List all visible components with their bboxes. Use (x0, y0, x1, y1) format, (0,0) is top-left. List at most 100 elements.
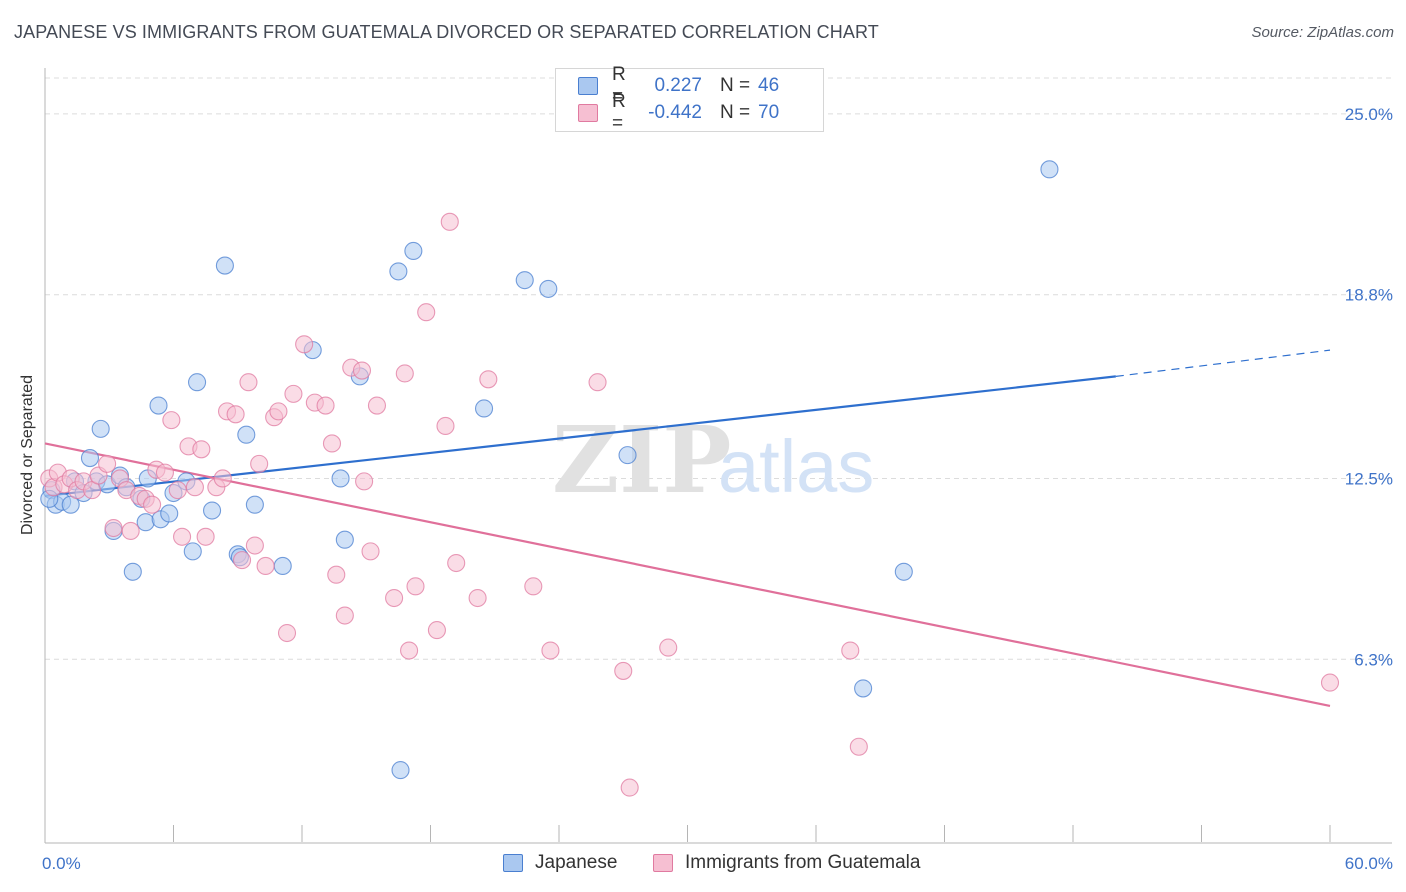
legend-swatch-japanese (578, 77, 598, 95)
point-japanese (245, 495, 264, 514)
point-guatemala (355, 472, 374, 491)
point-guatemala (427, 621, 446, 640)
point-guatemala (849, 737, 868, 756)
trend-extension-japanese (1115, 349, 1331, 377)
watermark-atlas: atlas (718, 425, 874, 508)
point-japanese (515, 271, 534, 290)
x-tick-label-max: 60.0% (1345, 854, 1393, 873)
legend-swatch-japanese (503, 854, 523, 872)
series-legend: Japanese Immigrants from Guatemala (0, 852, 1406, 876)
y-tick-label: 18.8% (1345, 286, 1393, 305)
point-japanese (474, 399, 494, 418)
watermark-zip: ZIP (552, 406, 731, 514)
point-guatemala (335, 606, 354, 625)
point-guatemala (1320, 673, 1340, 692)
point-guatemala (620, 778, 639, 797)
point-japanese (188, 373, 207, 392)
point-guatemala (614, 661, 633, 680)
point-guatemala (316, 396, 335, 415)
point-guatemala (400, 641, 419, 660)
point-japanese (404, 241, 423, 261)
point-guatemala (143, 495, 162, 514)
point-guatemala (352, 361, 372, 380)
point-guatemala (162, 411, 181, 430)
point-guatemala (395, 364, 414, 383)
legend-r-value: -0.442 (648, 102, 702, 123)
point-guatemala (232, 551, 252, 570)
point-guatemala (277, 623, 297, 643)
point-japanese (203, 501, 222, 520)
point-guatemala (239, 373, 258, 392)
point-japanese (389, 262, 408, 281)
point-guatemala (361, 542, 380, 561)
tick-labels: 6.3% 12.5% 18.8% 25.0% 0.0% 60.0% (42, 105, 1393, 873)
point-guatemala (192, 440, 211, 459)
point-guatemala (98, 454, 117, 473)
chart-title: JAPANESE VS IMMIGRANTS FROM GUATEMALA DI… (14, 22, 879, 42)
legend-row-japanese: R = 0.227 N = 46 (578, 64, 780, 107)
point-guatemala (185, 478, 204, 497)
point-japanese (854, 679, 873, 698)
point-japanese (335, 530, 354, 549)
legend-r-label: R = (612, 91, 626, 134)
point-japanese (91, 419, 110, 438)
point-guatemala (367, 396, 387, 415)
point-guatemala (168, 481, 187, 500)
point-japanese (149, 396, 168, 415)
point-guatemala (468, 588, 487, 608)
point-guatemala (322, 434, 342, 453)
legend-n-label: N = (720, 102, 751, 123)
y-tick-label: 25.0% (1345, 105, 1393, 124)
point-guatemala (327, 565, 346, 584)
point-guatemala (588, 373, 607, 392)
legend-n-value: 70 (758, 102, 780, 123)
point-guatemala (256, 556, 275, 575)
legend-r-label: R = (612, 64, 626, 107)
legend-row-guatemala: R = -0.442 N = 70 (578, 91, 780, 134)
point-japanese (160, 504, 179, 523)
trend-line-guatemala (44, 442, 1331, 708)
legend-swatch-guatemala (578, 104, 598, 122)
point-japanese (331, 469, 350, 488)
point-guatemala (121, 521, 140, 541)
point-guatemala (213, 469, 232, 488)
point-japanese (123, 562, 142, 581)
point-japanese (183, 542, 202, 561)
point-guatemala (269, 402, 288, 421)
source-label: Source: ZipAtlas.com (1251, 24, 1394, 41)
legend-label-guatemala: Immigrants from Guatemala (685, 852, 921, 873)
gridlines (45, 77, 1392, 660)
point-guatemala (104, 518, 123, 538)
legend-n-value: 46 (758, 75, 780, 96)
point-japanese (618, 446, 637, 465)
point-guatemala (541, 641, 560, 660)
point-guatemala (385, 588, 404, 608)
point-japanese (273, 556, 292, 575)
axes (44, 68, 1392, 844)
point-japanese (237, 425, 256, 444)
point-guatemala (479, 370, 498, 389)
point-guatemala (447, 553, 466, 573)
watermark: ZIP atlas (552, 406, 874, 514)
point-guatemala (196, 527, 215, 546)
trend-lines (44, 349, 1331, 708)
legend-swatch-guatemala (653, 854, 673, 872)
point-japanese (215, 256, 234, 275)
legend-item-guatemala: Immigrants from Guatemala (653, 852, 920, 874)
point-guatemala (524, 577, 543, 596)
y-tick-label: 12.5% (1345, 469, 1393, 488)
point-guatemala (436, 416, 455, 436)
point-guatemala (406, 577, 425, 596)
point-guatemala (841, 641, 860, 660)
point-guatemala (440, 212, 459, 231)
correlation-legend: R = 0.227 N = 46 R = -0.442 N = 70 (555, 64, 824, 134)
point-guatemala (295, 335, 314, 354)
point-japanese (1040, 160, 1059, 179)
point-japanese (539, 279, 558, 298)
point-guatemala (417, 303, 436, 322)
point-guatemala (173, 527, 192, 546)
point-guatemala (659, 638, 678, 657)
point-guatemala (250, 454, 269, 473)
point-guatemala (284, 384, 303, 403)
